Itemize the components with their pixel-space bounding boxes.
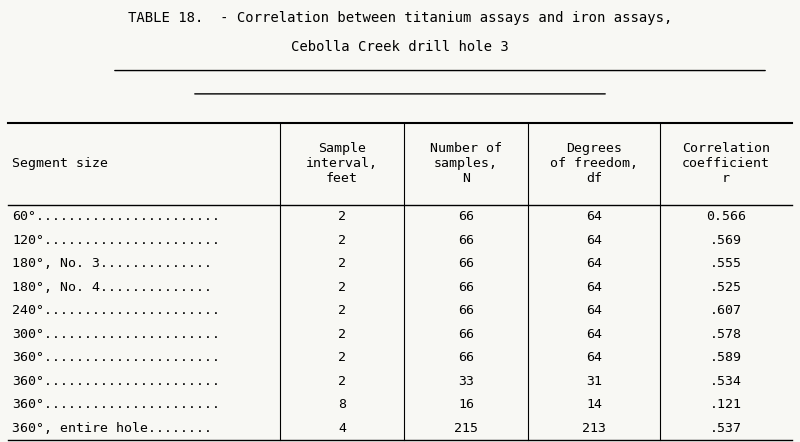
Text: .534: .534 (710, 375, 742, 388)
Text: 2: 2 (338, 351, 346, 364)
Text: .569: .569 (710, 233, 742, 247)
Text: 60°.......................: 60°....................... (12, 210, 220, 223)
Text: 240°......................: 240°...................... (12, 304, 220, 317)
Text: 14: 14 (586, 398, 602, 411)
Text: 120°......................: 120°...................... (12, 233, 220, 247)
Text: Sample
interval,
feet: Sample interval, feet (306, 142, 378, 185)
Text: 66: 66 (458, 351, 474, 364)
Text: 4: 4 (338, 422, 346, 435)
Text: 33: 33 (458, 375, 474, 388)
Text: 2: 2 (338, 210, 346, 223)
Text: Cebolla Creek drill hole 3: Cebolla Creek drill hole 3 (291, 40, 509, 54)
Text: Number of
samples,
N: Number of samples, N (430, 142, 502, 185)
Text: 2: 2 (338, 304, 346, 317)
Text: 213: 213 (582, 422, 606, 435)
Text: .589: .589 (710, 351, 742, 364)
Text: 215: 215 (454, 422, 478, 435)
Text: 66: 66 (458, 281, 474, 293)
Text: 64: 64 (586, 210, 602, 223)
Text: 180°, No. 3..............: 180°, No. 3.............. (12, 257, 212, 270)
Text: 360°......................: 360°...................... (12, 375, 220, 388)
Text: 300°......................: 300°...................... (12, 328, 220, 341)
Text: Degrees
of freedom,
df: Degrees of freedom, df (550, 142, 638, 185)
Text: 64: 64 (586, 351, 602, 364)
Text: .607: .607 (710, 304, 742, 317)
Text: 2: 2 (338, 281, 346, 293)
Text: 66: 66 (458, 328, 474, 341)
Text: 66: 66 (458, 233, 474, 247)
Text: 2: 2 (338, 257, 346, 270)
Text: 2: 2 (338, 375, 346, 388)
Text: 360°, entire hole........: 360°, entire hole........ (12, 422, 212, 435)
Text: 0.566: 0.566 (706, 210, 746, 223)
Text: .121: .121 (710, 398, 742, 411)
Text: 16: 16 (458, 398, 474, 411)
Text: .578: .578 (710, 328, 742, 341)
Text: .525: .525 (710, 281, 742, 293)
Text: 2: 2 (338, 233, 346, 247)
Text: .555: .555 (710, 257, 742, 270)
Text: 31: 31 (586, 375, 602, 388)
Text: .537: .537 (710, 422, 742, 435)
Text: 66: 66 (458, 210, 474, 223)
Text: Correlation
coefficient
r: Correlation coefficient r (682, 142, 770, 185)
Text: 64: 64 (586, 257, 602, 270)
Text: 64: 64 (586, 328, 602, 341)
Text: 64: 64 (586, 281, 602, 293)
Text: TABLE 18.  - Correlation between titanium assays and iron assays,: TABLE 18. - Correlation between titanium… (128, 11, 672, 25)
Text: 360°......................: 360°...................... (12, 351, 220, 364)
Text: 8: 8 (338, 398, 346, 411)
Text: 64: 64 (586, 304, 602, 317)
Text: 360°......................: 360°...................... (12, 398, 220, 411)
Text: 2: 2 (338, 328, 346, 341)
Text: 64: 64 (586, 233, 602, 247)
Text: 180°, No. 4..............: 180°, No. 4.............. (12, 281, 212, 293)
Text: Segment size: Segment size (12, 157, 108, 171)
Text: 66: 66 (458, 304, 474, 317)
Text: 66: 66 (458, 257, 474, 270)
